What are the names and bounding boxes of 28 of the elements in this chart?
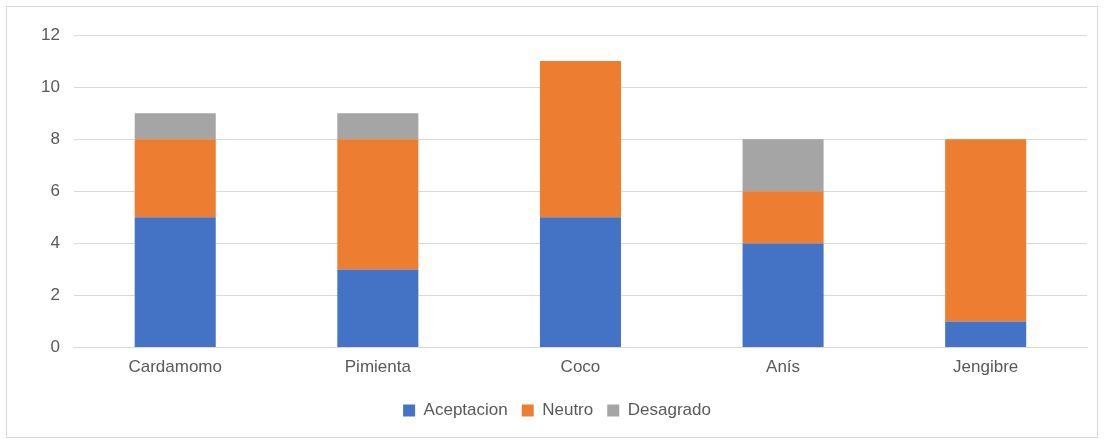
y-tick-label: 4	[50, 233, 60, 253]
y-tick-label: 12	[40, 24, 60, 44]
bar	[134, 139, 216, 218]
bar	[742, 139, 824, 192]
x-tick-label: Jengibre	[953, 357, 1019, 377]
legend-label: Aceptacion	[423, 400, 508, 420]
legend-label: Neutro	[542, 400, 594, 420]
x-tick-label: Pimienta	[344, 357, 412, 377]
bar	[134, 113, 216, 140]
bar	[337, 139, 419, 270]
bar	[134, 217, 216, 348]
legend-label: Desagrado	[627, 400, 711, 420]
bar	[945, 139, 1027, 322]
bar	[742, 243, 824, 348]
bar	[337, 113, 419, 140]
bar	[539, 217, 621, 348]
y-tick-label: 8	[50, 128, 60, 148]
bar	[539, 61, 621, 218]
bar	[742, 191, 824, 244]
x-tick-label: Cardamomo	[128, 357, 222, 377]
x-tick-label: Coco	[560, 357, 601, 377]
y-tick-label: 2	[50, 285, 60, 305]
x-tick-label: Anís	[766, 357, 801, 377]
bar	[945, 321, 1027, 348]
bar	[337, 269, 419, 348]
y-tick-label: 0	[50, 337, 60, 357]
y-tick-label: 6	[50, 180, 60, 200]
y-tick-label: 10	[40, 76, 60, 96]
